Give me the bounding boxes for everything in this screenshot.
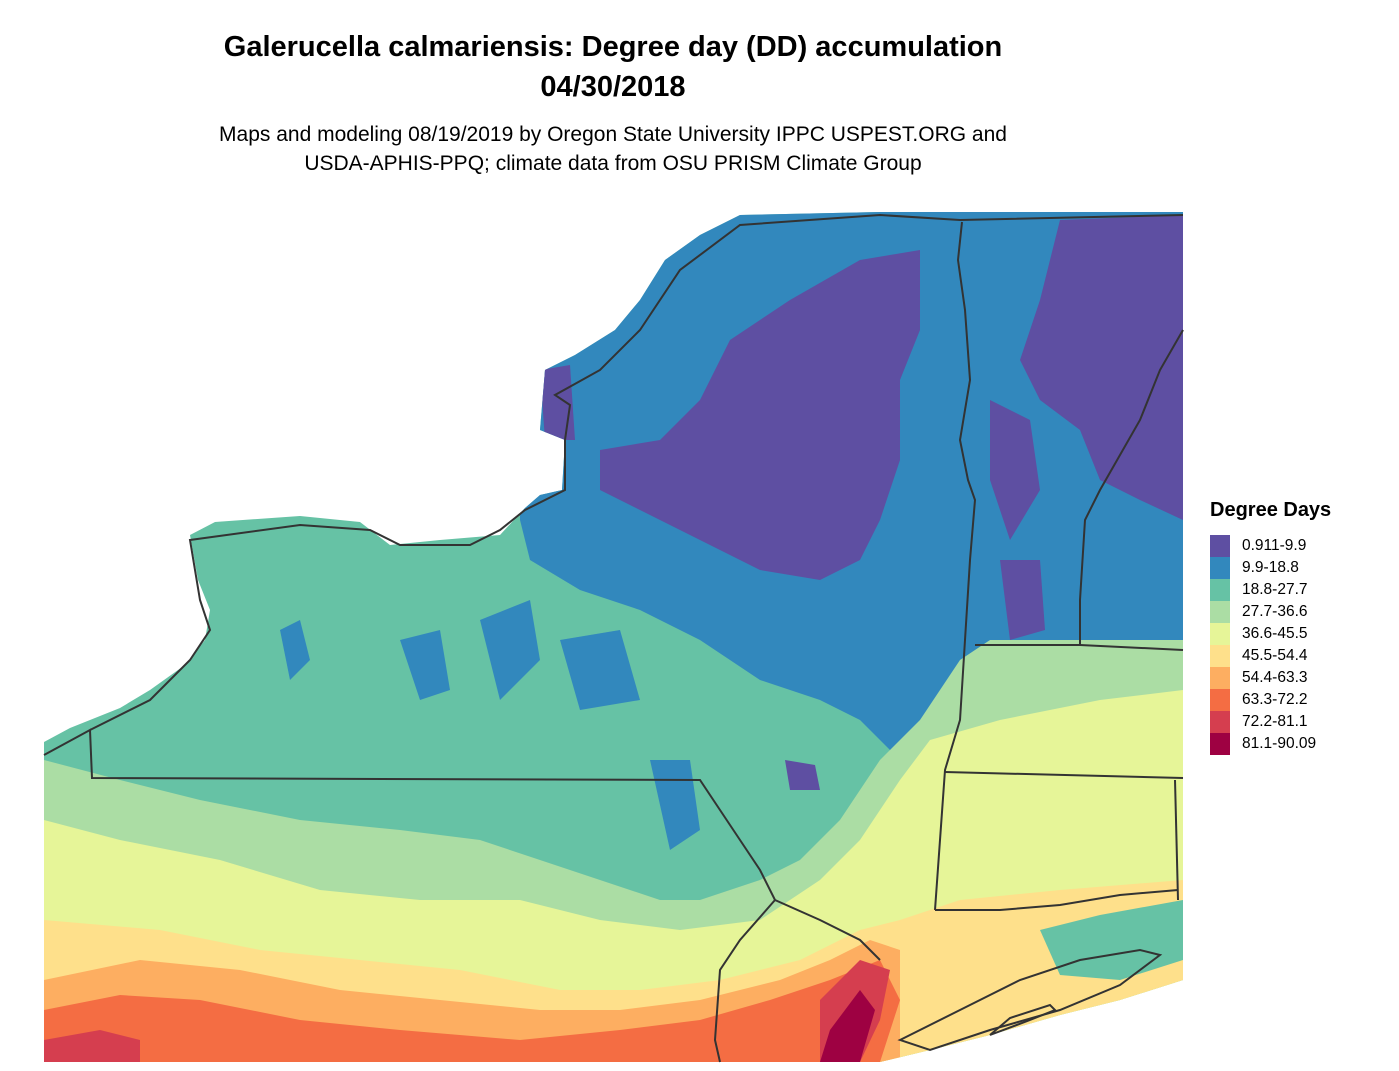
map-title-line-2: 04/30/2018 (540, 71, 686, 103)
map-subtitle-line-2: USDA-APHIS-PPQ; climate data from OSU PR… (304, 152, 922, 175)
legend-swatch (1210, 711, 1230, 733)
legend-item: 81.1-90.09 (1210, 733, 1316, 755)
legend-swatch (1210, 733, 1230, 755)
legend-label: 27.7-36.6 (1242, 603, 1308, 620)
legend-label: 45.5-54.4 (1242, 647, 1308, 664)
legend-label: 36.6-45.5 (1242, 625, 1308, 642)
legend-item: 54.4-63.3 (1210, 667, 1308, 689)
long-island-outline (897, 948, 1163, 1052)
legend-label: 63.3-72.2 (1242, 691, 1308, 708)
legend-label: 81.1-90.09 (1242, 735, 1317, 752)
state-boundaries (43, 213, 1184, 1063)
legend-item: 63.3-72.2 (1210, 689, 1308, 711)
legend-swatch (1210, 667, 1230, 689)
legend-title: Degree Days (1210, 499, 1332, 521)
map-title-line-1: Galerucella calmariensis: Degree day (DD… (223, 31, 1003, 63)
legend-label: 9.9-18.8 (1242, 559, 1299, 576)
legend-label: 0.911-9.9 (1242, 537, 1307, 554)
legend-item: 27.7-36.6 (1210, 601, 1308, 623)
legend-swatch (1210, 689, 1230, 711)
legend-label: 54.4-63.3 (1242, 669, 1308, 686)
legend-swatch (1210, 645, 1230, 667)
legend-label: 72.2-81.1 (1242, 713, 1308, 730)
legend-item: 18.8-27.7 (1210, 579, 1308, 601)
legend-item: 0.911-9.9 (1210, 535, 1306, 557)
legend-swatch (1210, 579, 1230, 601)
legend-item: 72.2-81.1 (1210, 711, 1308, 733)
legend-swatch (1210, 535, 1230, 557)
legend-label: 18.8-27.7 (1242, 581, 1308, 598)
legend-swatch (1210, 623, 1230, 645)
legend-swatch (1210, 557, 1230, 579)
legend-item: 36.6-45.5 (1210, 623, 1308, 645)
legend-item: 45.5-54.4 (1210, 645, 1308, 667)
legend-swatch (1210, 601, 1230, 623)
degree-day-raster (44, 212, 1183, 1062)
map-subtitle-line-1: Maps and modeling 08/19/2019 by Oregon S… (219, 123, 1007, 146)
legend-item: 9.9-18.8 (1210, 557, 1299, 579)
great-south-bay-outline (989, 1003, 1057, 1036)
